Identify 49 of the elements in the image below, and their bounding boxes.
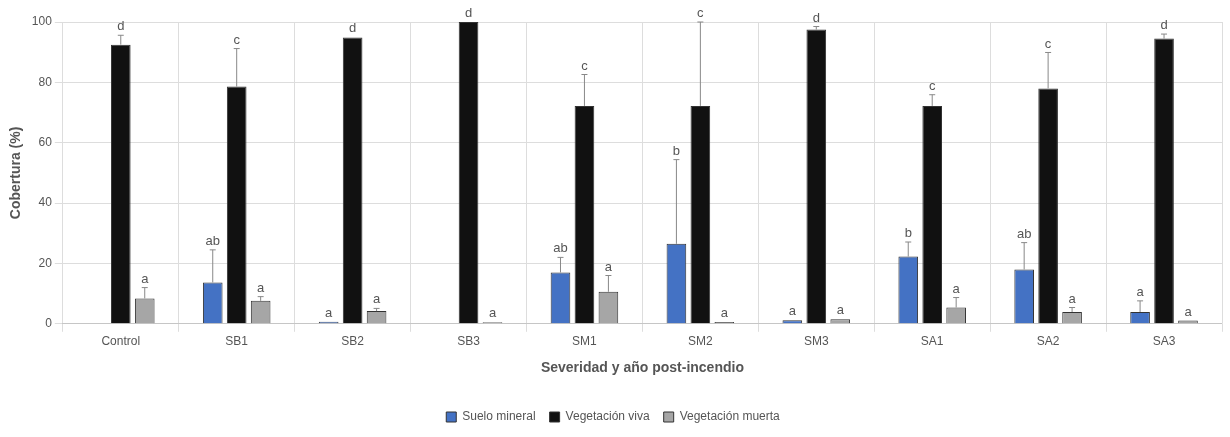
x-tick-label: Control xyxy=(101,334,141,349)
annotation: d xyxy=(1160,17,1168,33)
annotation: a xyxy=(1184,303,1193,319)
annotation: c xyxy=(581,57,589,73)
x-axis-title: Severidad y año post-incendio xyxy=(540,359,744,376)
legend-label: Vegetación viva xyxy=(565,409,651,424)
annotation: d xyxy=(349,20,357,36)
annotation: d xyxy=(812,9,820,25)
y-tick-label: 0 xyxy=(45,316,53,331)
x-tick-label: SB2 xyxy=(341,334,365,349)
x-tick-label: SM3 xyxy=(803,334,829,349)
annotation: a xyxy=(257,279,266,295)
annotation: c xyxy=(233,31,241,47)
annotation: b xyxy=(672,142,681,158)
annotation: a xyxy=(372,291,381,307)
annotation: a xyxy=(952,280,961,296)
annotation: a xyxy=(488,305,497,321)
annotation: c xyxy=(928,77,936,93)
annotation: a xyxy=(325,304,334,320)
y-tick-label: 40 xyxy=(38,195,53,210)
annotation: a xyxy=(604,258,613,274)
annotation: b xyxy=(904,225,912,241)
x-tick-label: SB3 xyxy=(457,334,481,349)
legend-label: Vegetación muerta xyxy=(679,409,781,424)
y-tick-label: 60 xyxy=(38,135,53,150)
y-tick-label: 80 xyxy=(38,74,53,89)
annotation: ab xyxy=(205,232,220,248)
x-tick-label: SA2 xyxy=(1036,334,1060,349)
annotation: a xyxy=(720,305,729,321)
x-tick-label: SA1 xyxy=(920,334,944,349)
annotation: a xyxy=(788,303,797,319)
text: c xyxy=(697,5,705,21)
annotation: c xyxy=(1044,35,1052,51)
legend-label: Suelo mineral xyxy=(462,409,536,424)
y-axis-title: Cobertura (%) xyxy=(7,126,24,220)
annotation: d xyxy=(117,18,125,34)
annotation: ab xyxy=(1016,225,1032,241)
annotation: ab xyxy=(553,240,568,256)
annotation: a xyxy=(1068,290,1077,306)
x-tick-label: SB1 xyxy=(225,334,249,349)
y-tick-label: 20 xyxy=(38,255,53,270)
x-tick-label: SA3 xyxy=(1152,334,1176,349)
x-tick-label: SM1 xyxy=(572,334,598,349)
annotation: a xyxy=(141,270,150,286)
x-tick-label: SM2 xyxy=(688,334,714,349)
annotation: a xyxy=(836,302,845,318)
text: d xyxy=(464,5,473,21)
y-tick-label: 100 xyxy=(31,14,53,29)
annotation: a xyxy=(1136,283,1145,299)
